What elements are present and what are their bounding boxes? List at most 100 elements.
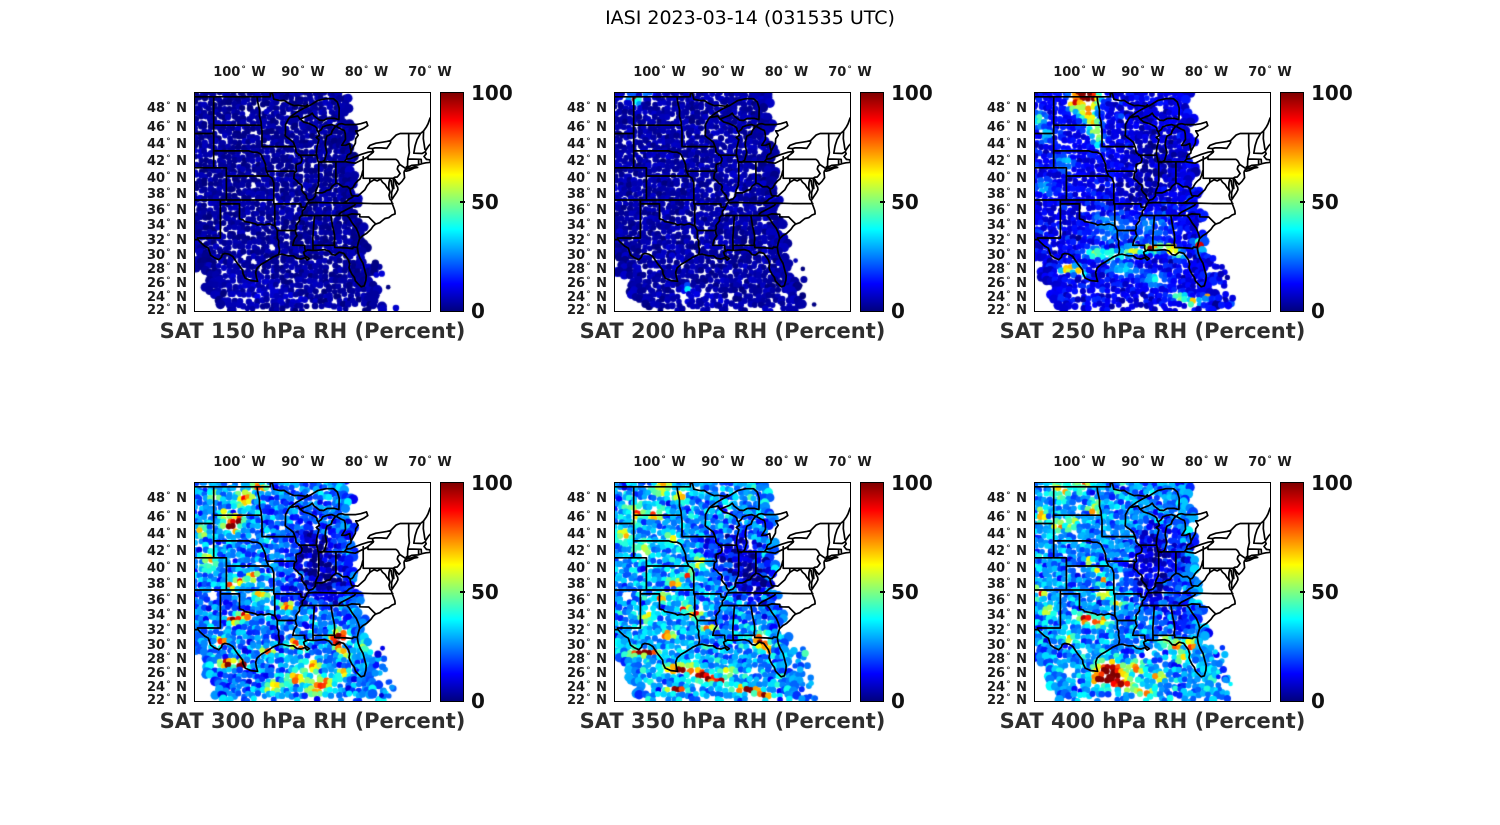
us-state-borders (1035, 483, 1270, 678)
lon-tick-label: 90° W (1121, 65, 1165, 81)
colorbar-tick-label: 50 (891, 580, 919, 604)
panel-title-250hpa: SAT 250 hPa RH (Percent) (999, 319, 1306, 343)
degree-symbol: ° (166, 202, 171, 213)
lat-tick-label: 40° N (987, 561, 1027, 577)
lat-tick-label: 30° N (567, 637, 607, 653)
degree-symbol: ° (1140, 65, 1145, 75)
basemap-overlay (195, 483, 430, 678)
lon-tick-label: 70° W (1248, 455, 1292, 471)
lon-tick-label: 100° W (213, 65, 266, 81)
lat-tick-label: 24° N (147, 679, 187, 695)
lat-tick-label: 42° N (987, 544, 1027, 560)
degree-symbol: ° (166, 622, 171, 633)
lat-tick-label: 24° N (147, 289, 187, 305)
lon-tick-label: 80° W (1184, 65, 1229, 81)
colorbar-tick (880, 591, 885, 593)
degree-symbol: ° (1006, 491, 1011, 502)
lat-tick-label: 42° N (147, 544, 187, 560)
lon-tick-label: 100° W (1053, 455, 1106, 471)
lat-tick-label: 42° N (567, 154, 607, 170)
degree-symbol: ° (586, 261, 591, 272)
degree-symbol: ° (363, 455, 369, 465)
degree-symbol: ° (586, 544, 591, 555)
degree-symbol: ° (427, 455, 432, 465)
lon-tick-label: 70° W (408, 65, 452, 81)
panel-map-250hpa (1034, 92, 1271, 312)
degree-symbol: ° (586, 561, 591, 571)
panel-title-150hpa: SAT 150 hPa RH (Percent) (159, 319, 466, 343)
colorbar-tick-label: 100 (1311, 81, 1353, 105)
degree-symbol: ° (586, 527, 591, 538)
lat-tick-label: 46° N (567, 119, 607, 135)
lat-tick-label: 48° N (567, 101, 607, 117)
lat-tick-label: 36° N (987, 202, 1027, 218)
colorbar-tick-label: 0 (891, 299, 905, 323)
degree-symbol: ° (586, 171, 591, 181)
degree-symbol: ° (1006, 202, 1011, 213)
lon-tick-label: 70° W (408, 455, 452, 471)
lat-tick-label: 22° N (567, 303, 607, 319)
degree-symbol: ° (1203, 455, 1209, 465)
lon-tick-label: 90° W (701, 455, 745, 471)
lat-tick-label: 36° N (567, 592, 607, 608)
lat-tick-label: 26° N (147, 665, 187, 681)
degree-symbol: ° (847, 455, 852, 465)
lat-tick-label: 38° N (987, 577, 1027, 593)
degree-symbol: ° (363, 65, 369, 75)
degree-symbol: ° (586, 289, 591, 300)
lat-tick-label: 48° N (147, 101, 187, 117)
degree-symbol: ° (166, 637, 171, 648)
lon-tick-label: 80° W (344, 455, 389, 471)
lat-tick-label: 40° N (147, 561, 187, 577)
lat-tick-label: 36° N (567, 202, 607, 218)
colorbar-tick (1300, 591, 1305, 593)
degree-symbol: ° (1006, 101, 1011, 112)
lat-tick-label: 44° N (567, 527, 607, 543)
degree-symbol: ° (1006, 665, 1011, 676)
lon-tick-label: 100° W (213, 455, 266, 471)
degree-symbol: ° (586, 218, 591, 229)
degree-symbol: ° (166, 275, 171, 286)
lat-tick-label: 46° N (567, 509, 607, 525)
colorbar-tick-label: 50 (1311, 190, 1339, 214)
lat-tick-label: 46° N (987, 509, 1027, 525)
lat-tick-label: 26° N (147, 275, 187, 291)
degree-symbol: ° (166, 608, 171, 619)
basemap-overlay (615, 93, 850, 288)
colorbar-tick-label: 0 (1311, 689, 1325, 713)
degree-symbol: ° (586, 154, 591, 165)
degree-symbol: ° (1140, 455, 1145, 465)
degree-symbol: ° (166, 232, 171, 243)
degree-symbol: ° (586, 577, 591, 588)
degree-symbol: ° (586, 247, 591, 258)
lat-tick-label: 30° N (987, 637, 1027, 653)
lat-tick-label: 32° N (987, 232, 1027, 248)
degree-symbol: ° (783, 455, 789, 465)
degree-symbol: ° (166, 693, 171, 704)
lat-tick-label: 34° N (147, 218, 187, 234)
lat-tick-label: 46° N (987, 119, 1027, 135)
lat-tick-label: 38° N (147, 577, 187, 593)
lat-tick-label: 34° N (567, 218, 607, 234)
lat-tick-label: 26° N (567, 275, 607, 291)
lat-tick-label: 32° N (147, 232, 187, 248)
lat-tick-label: 34° N (987, 608, 1027, 624)
lat-tick-label: 34° N (987, 218, 1027, 234)
degree-symbol: ° (1006, 275, 1011, 286)
lat-tick-label: 38° N (567, 187, 607, 203)
degree-symbol: ° (661, 455, 666, 465)
lon-tick-label: 70° W (828, 65, 872, 81)
lat-tick-label: 22° N (987, 693, 1027, 709)
degree-symbol: ° (166, 154, 171, 165)
lat-tick-label: 22° N (147, 303, 187, 319)
degree-symbol: ° (586, 137, 591, 148)
degree-symbol: ° (166, 218, 171, 229)
colorbar-tick (460, 201, 465, 203)
panel-title-400hpa: SAT 400 hPa RH (Percent) (999, 709, 1306, 733)
degree-symbol: ° (1006, 289, 1011, 300)
lat-tick-label: 22° N (147, 693, 187, 709)
lat-tick-label: 28° N (147, 651, 187, 667)
degree-symbol: ° (166, 171, 171, 181)
degree-symbol: ° (1006, 261, 1011, 272)
degree-symbol: ° (166, 679, 171, 690)
